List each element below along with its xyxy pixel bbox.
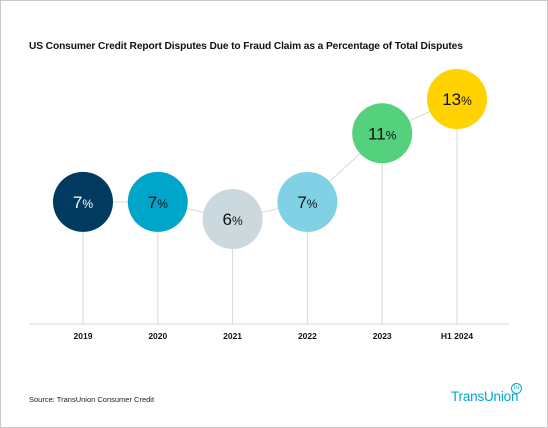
x-tick-label-2021: 2021 [223,331,242,341]
data-point-2023 [352,103,413,164]
data-label-2021: 6% [223,210,243,229]
chart-title: US Consumer Credit Report Disputes Due t… [29,41,463,52]
data-label-2019: 7% [73,193,93,212]
transunion-logo: TransUnion tu [447,379,527,409]
data-point-2019 [53,171,113,232]
x-tick-label-2022: 2022 [298,331,317,341]
x-tick-label-2019: 2019 [74,331,93,341]
x-tick-label-2020: 2020 [148,331,167,341]
x-tick-label-h1-2024: H1 2024 [441,331,473,341]
data-point-2021 [202,189,263,249]
logo-text: TransUnion [451,389,519,404]
data-label-2022: 7% [297,193,317,212]
data-label-2023: 11% [368,124,397,143]
data-label-2020: 7% [148,193,168,212]
data-label-h1-2024: 13% [442,90,472,109]
data-point-2020 [127,171,188,232]
data-point-2022 [277,171,338,232]
data-point-h1-2024 [427,69,487,129]
x-tick-label-2023: 2023 [373,331,392,341]
logo-badge-icon: tu [511,383,522,394]
source-note: Source: TransUnion Consumer Credit [29,395,155,404]
